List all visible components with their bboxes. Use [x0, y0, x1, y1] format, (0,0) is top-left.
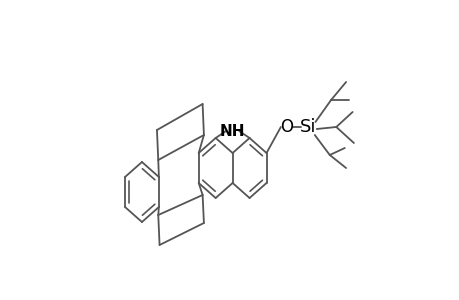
Text: Si: Si: [299, 118, 316, 136]
Text: O: O: [280, 118, 292, 136]
Text: NH: NH: [219, 124, 245, 139]
